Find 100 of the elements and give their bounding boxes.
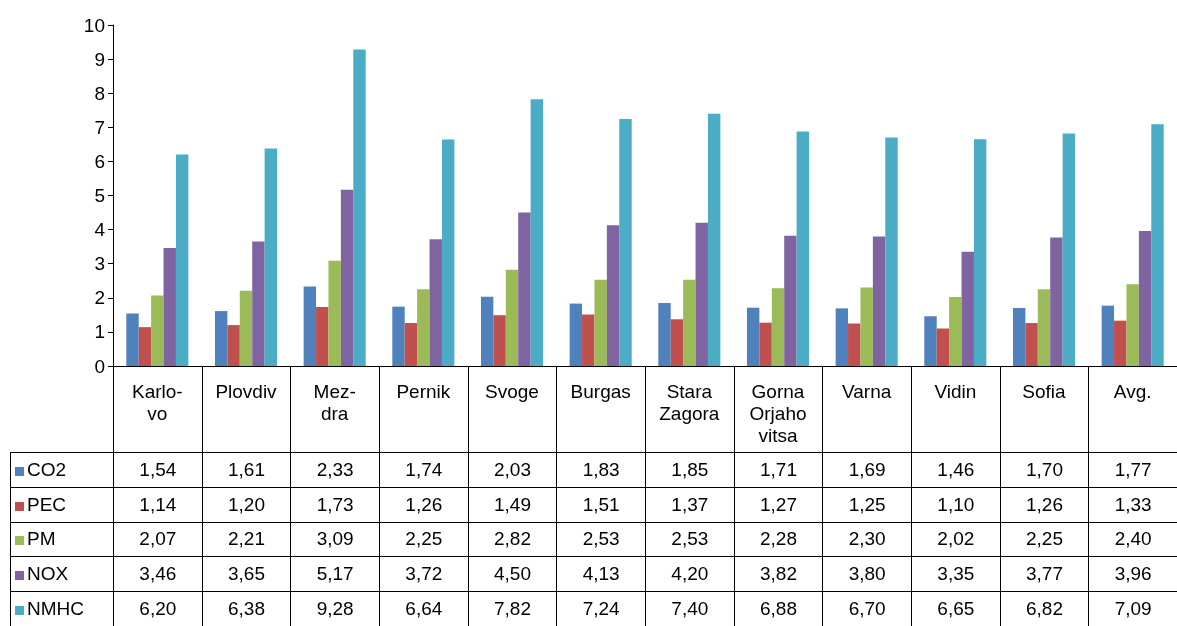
x-tick-label: Burgas: [570, 380, 631, 402]
bar: [1114, 320, 1127, 366]
bar: [784, 235, 797, 366]
bar: [796, 131, 810, 366]
x-tick-label: Karlo- vo: [131, 380, 183, 424]
y-tick-label: 0: [94, 355, 105, 377]
bar: [252, 241, 265, 366]
legend-label: PM: [26, 528, 56, 551]
bar: [569, 303, 583, 366]
data-label: 7,09: [1114, 598, 1152, 621]
bar: [429, 239, 442, 366]
bar: [683, 279, 696, 366]
bar: [936, 328, 950, 366]
data-label: 6,70: [848, 598, 886, 621]
data-label: 1,54: [139, 458, 177, 481]
data-label: 1,73: [316, 493, 354, 516]
data-label: 6,82: [1025, 598, 1063, 621]
data-label: 2,53: [671, 528, 709, 551]
data-label: 1,46: [937, 458, 975, 481]
data-label: 2,25: [405, 528, 443, 551]
data-label: 3,65: [227, 563, 265, 586]
x-tick-label: Vidin: [934, 380, 977, 402]
bar: [441, 139, 455, 366]
bar: [163, 248, 176, 366]
bar: [695, 222, 708, 366]
bar: [949, 297, 962, 366]
bar: [353, 49, 366, 366]
x-tick-label: Pernik: [396, 380, 451, 402]
bar: [973, 139, 987, 366]
data-label: 1,85: [671, 458, 709, 481]
data-label: 2,30: [848, 528, 886, 551]
data-label: 6,38: [227, 598, 265, 621]
bar: [835, 308, 849, 366]
data-label: 3,09: [316, 528, 354, 551]
bar: [175, 154, 189, 366]
bar: [1126, 284, 1139, 366]
data-label: 1,26: [405, 493, 443, 516]
data-label: 1,14: [139, 493, 177, 516]
data-label: 7,24: [582, 598, 620, 621]
bar: [1101, 305, 1115, 366]
x-tick-label: Gorna Orjaho vitsa: [749, 380, 807, 446]
data-label: 4,20: [671, 563, 709, 586]
data-label: 1,83: [582, 458, 620, 481]
bar: [707, 113, 721, 366]
data-label: 2,28: [759, 528, 797, 551]
y-tick-label: 1: [94, 321, 105, 343]
data-label: 1,51: [582, 493, 620, 516]
data-label: 6,64: [405, 598, 443, 621]
data-label: 7,82: [493, 598, 531, 621]
y-tick-label: 5: [94, 185, 105, 206]
legend-label: CO2: [26, 458, 67, 481]
bar: [1050, 237, 1063, 366]
data-label: 2,53: [582, 528, 620, 551]
data-label: 3,80: [848, 563, 886, 586]
data-label: 6,20: [139, 598, 177, 621]
data-label: 2,02: [937, 528, 975, 551]
bar: [493, 315, 506, 366]
bar: [417, 289, 430, 366]
x-tick-label: Avg.: [1113, 380, 1152, 402]
data-label: 1,33: [1114, 493, 1152, 516]
bar: [848, 323, 861, 366]
bar: [518, 212, 531, 366]
bar: [924, 316, 937, 366]
bar: [658, 302, 671, 366]
bar: [151, 295, 164, 366]
data-label: 3,96: [1114, 563, 1152, 586]
y-tick-label: 8: [94, 82, 105, 104]
data-label: 1,27: [759, 493, 797, 516]
legend-label: PEC: [26, 493, 67, 516]
bar: [1138, 230, 1152, 366]
data-label: 2,25: [1025, 528, 1063, 551]
data-label: 1,71: [759, 458, 797, 481]
bar: [961, 251, 974, 366]
bar: [594, 279, 607, 366]
bar: [1012, 308, 1026, 366]
data-label: 1,69: [848, 458, 886, 481]
data-label: 3,82: [759, 563, 797, 586]
data-label: 1,77: [1114, 458, 1152, 481]
legend-label: NOX: [26, 563, 69, 586]
data-label: 3,77: [1025, 563, 1063, 586]
bar: [303, 286, 317, 366]
data-label: 7,40: [671, 598, 709, 621]
data-label: 1,37: [671, 493, 709, 516]
x-tick-label: Stara Zagora: [659, 380, 720, 424]
bar: [670, 319, 684, 366]
bar: [138, 327, 152, 366]
x-tick-label: Mez- dra: [313, 380, 356, 424]
bar: [1025, 323, 1038, 366]
data-label: 6,65: [937, 598, 975, 621]
y-tick-label: 2: [94, 287, 105, 309]
bar: [619, 119, 632, 366]
data-label: 4,50: [493, 563, 531, 586]
bar: [530, 99, 544, 366]
data-label: 2,82: [493, 528, 531, 551]
x-tick-label: Svoge: [485, 380, 539, 402]
bar: [264, 148, 278, 366]
x-tick-label: Plovdiv: [215, 380, 278, 402]
bar: [1062, 133, 1076, 366]
bar: [480, 296, 494, 366]
bar: [328, 260, 341, 366]
